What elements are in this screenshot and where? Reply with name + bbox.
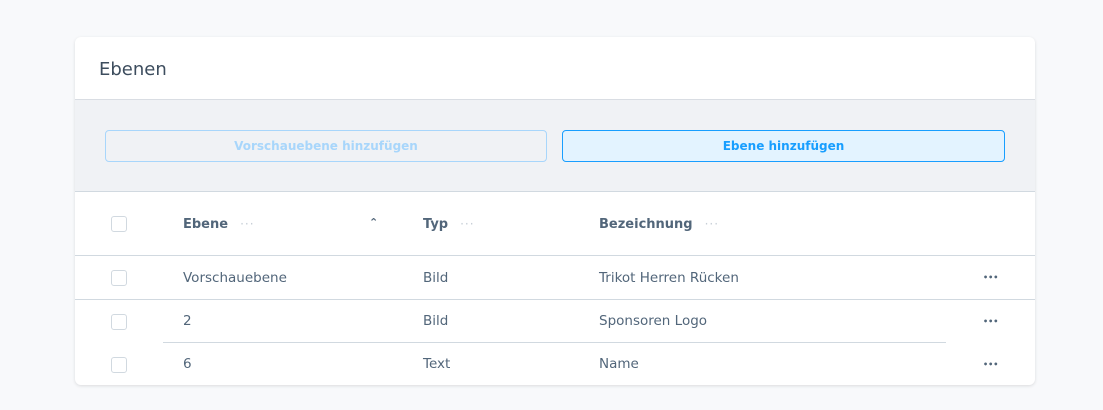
layers-card: Ebenen Vorschauebene hinzufügen Ebene hi…: [75, 37, 1035, 385]
row-actions-icon[interactable]: •••: [983, 360, 999, 369]
add-layer-button[interactable]: Ebene hinzufügen: [562, 130, 1005, 162]
cell-bezeichnung: Name: [599, 356, 639, 372]
column-header-bezeichnung[interactable]: Bezeichnung ···: [599, 217, 720, 232]
column-header-typ[interactable]: Typ ···: [423, 217, 475, 232]
cell-ebene: 2: [183, 313, 192, 329]
row-checkbox[interactable]: [111, 357, 127, 373]
column-menu-icon[interactable]: ···: [240, 217, 255, 231]
add-preview-layer-button[interactable]: Vorschauebene hinzufügen: [105, 130, 547, 162]
table-row[interactable]: 6 Text Name •••: [75, 343, 1035, 385]
column-menu-icon[interactable]: ···: [704, 217, 720, 231]
sort-ascending-icon[interactable]: ⌃: [369, 216, 379, 229]
row-divider: [75, 299, 1035, 300]
row-checkbox[interactable]: [111, 314, 127, 330]
cell-typ: Text: [423, 356, 451, 372]
toolbar: Vorschauebene hinzufügen Ebene hinzufüge…: [75, 99, 1035, 192]
cell-typ: Bild: [423, 270, 449, 286]
table-header: Ebene ··· ⌃ Typ ··· Bezeichnung ···: [75, 192, 1035, 256]
column-header-ebene[interactable]: Ebene ···: [183, 217, 255, 232]
cell-bezeichnung: Trikot Herren Rücken: [599, 270, 739, 286]
row-checkbox[interactable]: [111, 270, 127, 286]
column-menu-icon[interactable]: ···: [460, 217, 475, 231]
select-all-checkbox[interactable]: [111, 216, 127, 232]
table-row[interactable]: 2 Bild Sponsoren Logo •••: [75, 300, 1035, 343]
row-actions-icon[interactable]: •••: [983, 317, 999, 326]
row-actions-icon[interactable]: •••: [983, 273, 999, 282]
cell-ebene: 6: [183, 356, 192, 372]
cell-bezeichnung: Sponsoren Logo: [599, 313, 708, 329]
cell-typ: Bild: [423, 313, 449, 329]
row-divider: [163, 342, 946, 343]
card-title: Ebenen: [99, 59, 167, 80]
cell-ebene: Vorschauebene: [183, 270, 287, 286]
table-row[interactable]: Vorschauebene Bild Trikot Herren Rücken …: [75, 257, 1035, 300]
